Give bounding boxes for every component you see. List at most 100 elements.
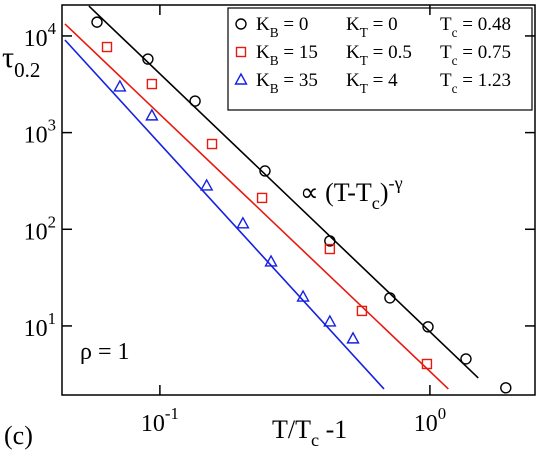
text-run: T — [360, 81, 368, 96]
text-run: -γ — [389, 173, 403, 193]
point — [422, 321, 434, 333]
text-run: = 4 — [368, 70, 398, 91]
text-run: 10 — [24, 315, 48, 341]
text-run: 0 — [438, 404, 446, 423]
text-run: K — [346, 70, 360, 91]
legend-label: KB = 35 — [256, 70, 318, 95]
fit-line — [64, 39, 385, 390]
text-run: = 0 — [368, 14, 398, 35]
text-run: 4 — [48, 19, 57, 38]
point — [142, 53, 154, 65]
x-axis-label: T/Tc -1 — [272, 415, 347, 450]
text-run: = 0.48 — [458, 14, 511, 35]
text-run: = 0 — [279, 14, 309, 35]
legend-marker — [235, 18, 247, 30]
y-tick-label: 103 — [24, 116, 56, 148]
text-run: (c) — [4, 421, 33, 450]
density-label: ρ = 1 — [80, 339, 130, 365]
point — [346, 331, 360, 344]
text-run: = 35 — [279, 70, 318, 91]
legend-box — [227, 7, 533, 111]
y-tick-label: 104 — [24, 19, 57, 51]
point — [421, 358, 433, 370]
legend-kt: KT = 0.5 — [346, 42, 412, 67]
legend-label: KB = 15 — [256, 42, 318, 67]
point — [500, 382, 512, 394]
text-run: 10 — [414, 411, 438, 437]
text-run: = 15 — [279, 42, 318, 63]
text-run: B — [270, 25, 279, 40]
legend-marker — [235, 46, 247, 58]
panel-label: (c) — [4, 421, 33, 450]
legend-label: KB = 0 — [256, 14, 308, 39]
point — [199, 178, 214, 191]
text-run: K — [346, 42, 360, 63]
point — [256, 192, 268, 204]
point — [189, 95, 201, 107]
text-run: c — [311, 430, 319, 450]
legend-kt: KT = 0 — [346, 14, 398, 39]
text-run: T — [360, 25, 368, 40]
text-run: K — [256, 70, 270, 91]
legend-tc: Tc = 1.23 — [440, 70, 511, 95]
text-run: 10 — [141, 411, 165, 437]
text-run: K — [256, 14, 270, 35]
legend-tc: Tc = 0.48 — [440, 14, 511, 39]
point — [146, 78, 158, 90]
text-run: B — [270, 81, 279, 96]
point — [113, 79, 127, 92]
text-run: -1 — [165, 404, 179, 423]
text-run: ∝ (T-T — [300, 178, 372, 207]
point — [296, 289, 310, 302]
point — [145, 108, 159, 121]
point — [324, 235, 336, 247]
y-tick-label: 101 — [24, 309, 56, 341]
text-run: 3 — [48, 116, 56, 135]
legend-kt: KT = 4 — [346, 70, 398, 95]
text-run: T — [360, 53, 368, 68]
text-run: K — [256, 42, 270, 63]
y-axis-label: τ0.2 — [2, 41, 40, 82]
fit-line — [88, 5, 479, 379]
text-run: 10 — [24, 25, 48, 51]
x-tick-label: 10-1 — [141, 404, 179, 436]
text-run: -1 — [319, 415, 347, 444]
text-run: c — [452, 81, 458, 96]
fit-line — [64, 23, 449, 390]
text-run: ρ = 1 — [80, 339, 130, 365]
text-run: 2 — [48, 213, 56, 232]
point — [324, 243, 336, 255]
text-run: T — [440, 42, 452, 63]
text-run: T — [440, 14, 452, 35]
point — [101, 41, 113, 53]
point — [206, 138, 218, 150]
text-run: = 1.23 — [458, 70, 511, 91]
text-run: T — [440, 70, 452, 91]
text-run: c — [372, 193, 380, 213]
y-tick-label: 102 — [24, 213, 56, 245]
text-run: ) — [380, 178, 389, 207]
plot-frame — [61, 4, 536, 396]
text-run: τ — [2, 41, 14, 74]
text-run: 0.2 — [14, 58, 40, 82]
point — [236, 216, 250, 229]
x-tick-label: 100 — [414, 404, 446, 436]
point — [91, 16, 103, 28]
point — [259, 165, 271, 177]
text-run: = 0.75 — [458, 42, 511, 63]
legend-marker — [234, 72, 248, 85]
point — [264, 254, 278, 267]
text-run: B — [270, 53, 279, 68]
text-run: 1 — [48, 309, 56, 328]
point — [460, 353, 472, 365]
text-run: T/T — [272, 415, 311, 444]
fit-law: ∝ (T-Tc)-γ — [300, 173, 403, 213]
text-run: 10 — [24, 219, 48, 245]
point — [356, 305, 368, 317]
legend-tc: Tc = 0.75 — [440, 42, 511, 67]
point — [323, 314, 337, 327]
point — [384, 292, 396, 304]
text-run: = 0.5 — [368, 42, 412, 63]
text-run: c — [452, 25, 458, 40]
